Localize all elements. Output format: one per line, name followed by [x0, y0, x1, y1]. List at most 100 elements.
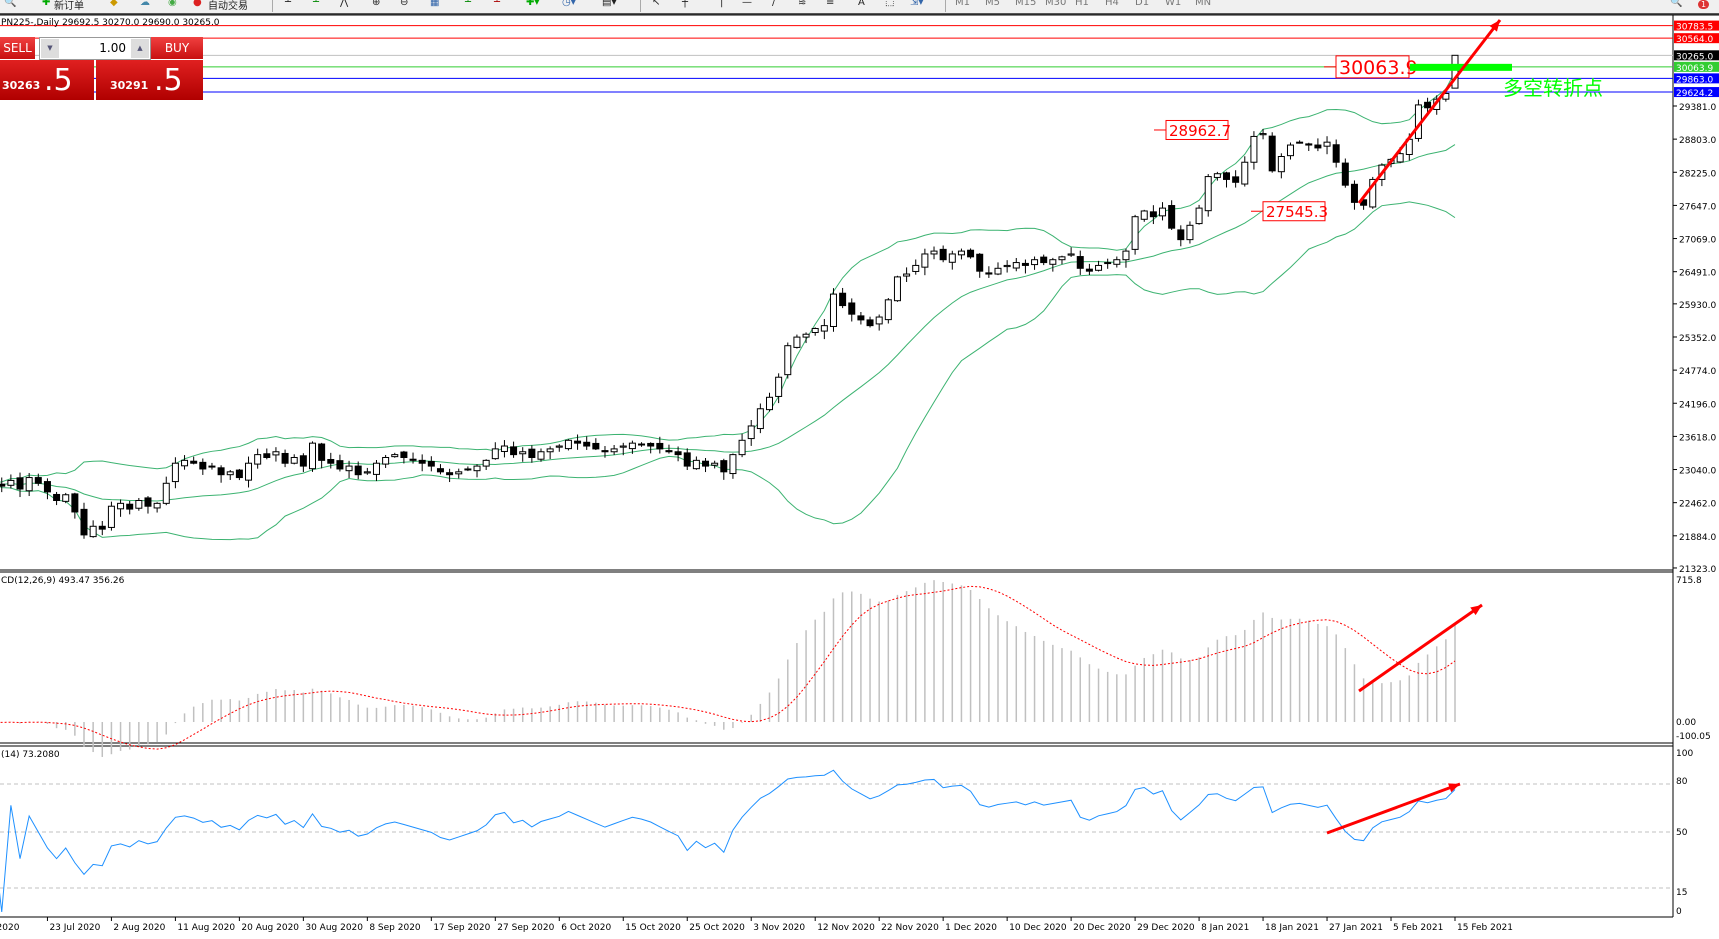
candle-bullish: [793, 336, 801, 348]
candle-bearish: [98, 525, 106, 530]
candle-bullish: [117, 502, 125, 510]
sell-price-fraction: .5: [44, 63, 73, 98]
candle-bullish: [729, 454, 737, 475]
timeframe-m5[interactable]: M5: [985, 0, 1000, 8]
buy-price[interactable]: 30291 .5: [96, 60, 203, 100]
lots-decrease-button[interactable]: ▼: [41, 39, 59, 58]
candle-bearish: [1223, 172, 1230, 180]
candle-bearish: [281, 452, 289, 464]
price-label: 30265.0: [1676, 52, 1713, 62]
trend-reversal-annotation: 多空转折点: [1503, 76, 1603, 100]
auto-trading-icon[interactable]: ●: [193, 0, 202, 8]
tile-windows-icon[interactable]: ▦: [430, 0, 440, 8]
candle-bullish: [363, 471, 371, 474]
candle-bearish: [528, 448, 536, 458]
candle-bullish: [309, 442, 316, 470]
time-tick-label: 17 Sep 2020: [433, 923, 490, 933]
horizontal-line-icon[interactable]: —: [742, 0, 752, 8]
candle-bearish: [126, 503, 134, 510]
lots-increase-button[interactable]: ▲: [131, 39, 149, 58]
timeframe-mn[interactable]: MN: [1195, 0, 1212, 8]
candle-bearish: [866, 319, 874, 327]
cloud-icon[interactable]: ☁: [140, 0, 150, 8]
zoom-out-icon[interactable]: ⊖: [400, 0, 409, 8]
timeframe-m30[interactable]: M30: [1045, 0, 1067, 8]
candle-bullish: [89, 525, 97, 538]
candle-bearish: [1341, 162, 1349, 186]
timeframe-w1[interactable]: W1: [1165, 0, 1182, 8]
rsi-line: [0, 769, 1456, 913]
notification-badge[interactable]: 1: [1698, 0, 1710, 9]
buy-button[interactable]: BUY: [151, 37, 203, 59]
sell-price[interactable]: 30263 .5: [0, 60, 94, 100]
trendline-icon[interactable]: /: [772, 0, 776, 8]
templates-icon[interactable]: ▤▾: [602, 0, 617, 8]
candle-bullish: [107, 505, 115, 528]
crosshair-icon[interactable]: ┼: [682, 0, 689, 8]
bollinger-upper: [0, 71, 1456, 483]
chart-shift-icon[interactable]: ┴: [494, 0, 501, 8]
candle-bullish: [1250, 135, 1258, 163]
candle-bearish: [601, 450, 609, 453]
candle-bullish: [254, 454, 262, 465]
timeframe-h1[interactable]: H1: [1075, 0, 1089, 8]
candle-bullish: [1195, 207, 1203, 225]
time-tick-label: 1 Dec 2020: [945, 923, 997, 933]
candle-bullish: [829, 293, 837, 327]
candle-bullish: [519, 451, 527, 455]
price-tick-label: 25352.0: [1679, 334, 1716, 344]
candle-bullish: [1451, 54, 1459, 89]
bar-chart-icon[interactable]: ┴: [285, 0, 292, 8]
candle-bullish: [245, 462, 253, 481]
time-tick-label: 18 Jan 2021: [1265, 923, 1319, 933]
price-label-bg: [1674, 50, 1719, 61]
candle-bullish: [711, 462, 719, 466]
metaeditor-icon[interactable]: ◆: [110, 0, 118, 8]
time-tick-label: 2 Aug 2020: [113, 923, 165, 933]
fibo-fan-icon[interactable]: ≡: [826, 0, 835, 8]
line-chart-icon[interactable]: ⋀: [340, 0, 349, 8]
buy-price-fraction: .5: [154, 63, 183, 98]
candle-bearish: [976, 253, 984, 272]
timeframe-m1[interactable]: M1: [955, 0, 970, 8]
text-label-icon[interactable]: ⬚: [885, 0, 895, 8]
auto-trading-button[interactable]: 自动交易: [208, 1, 248, 12]
candle-bullish: [1095, 264, 1103, 271]
new-order-icon[interactable]: ✚: [42, 0, 51, 8]
vertical-line-icon[interactable]: |: [720, 0, 724, 8]
price-tick-label: 24196.0: [1679, 400, 1716, 410]
arrows-icon[interactable]: ⇲▾: [910, 0, 924, 8]
cursor-icon[interactable]: ↖: [652, 0, 661, 8]
candle-bullish: [208, 465, 216, 468]
new-order-button[interactable]: 新订单: [54, 1, 84, 12]
time-tick-label: 15 Oct 2020: [625, 923, 681, 933]
zoom-in-icon[interactable]: ⊕: [372, 0, 381, 8]
candle-bullish: [921, 253, 929, 268]
signal-icon[interactable]: ◉: [168, 0, 177, 8]
time-tick-label: 6 Oct 2020: [561, 923, 611, 933]
timeframe-m15[interactable]: M15: [1015, 0, 1037, 8]
candle-bearish: [235, 469, 243, 479]
indicators-icon[interactable]: ✚▾: [526, 0, 540, 8]
fibonacci-icon[interactable]: ≋: [798, 0, 807, 8]
auto-scroll-icon[interactable]: ┴: [465, 0, 472, 8]
search-icon[interactable]: 🔍: [1670, 0, 1683, 8]
lots-input[interactable]: ▼ 1.00 ▲: [39, 37, 151, 60]
candle-bullish: [692, 459, 700, 470]
periods-icon[interactable]: ◷▾: [562, 0, 576, 8]
candle-bearish: [144, 497, 152, 507]
trend-arrow: [1357, 19, 1502, 204]
candle-bullish: [1396, 153, 1404, 163]
candle-bullish: [1122, 250, 1130, 261]
candle-bullish: [1140, 210, 1148, 220]
candle-chart-icon[interactable]: ┴: [313, 0, 320, 8]
lots-value[interactable]: 1.00: [99, 41, 126, 55]
zoom-icon[interactable]: 🔍: [4, 0, 17, 8]
sell-button[interactable]: SELL: [0, 37, 35, 59]
timeframe-d1[interactable]: D1: [1135, 0, 1150, 8]
timeframe-h4[interactable]: H4: [1105, 0, 1119, 8]
text-icon[interactable]: A: [858, 0, 865, 8]
rsi-tick-label: 15: [1676, 888, 1687, 898]
candle-bullish: [382, 456, 390, 465]
